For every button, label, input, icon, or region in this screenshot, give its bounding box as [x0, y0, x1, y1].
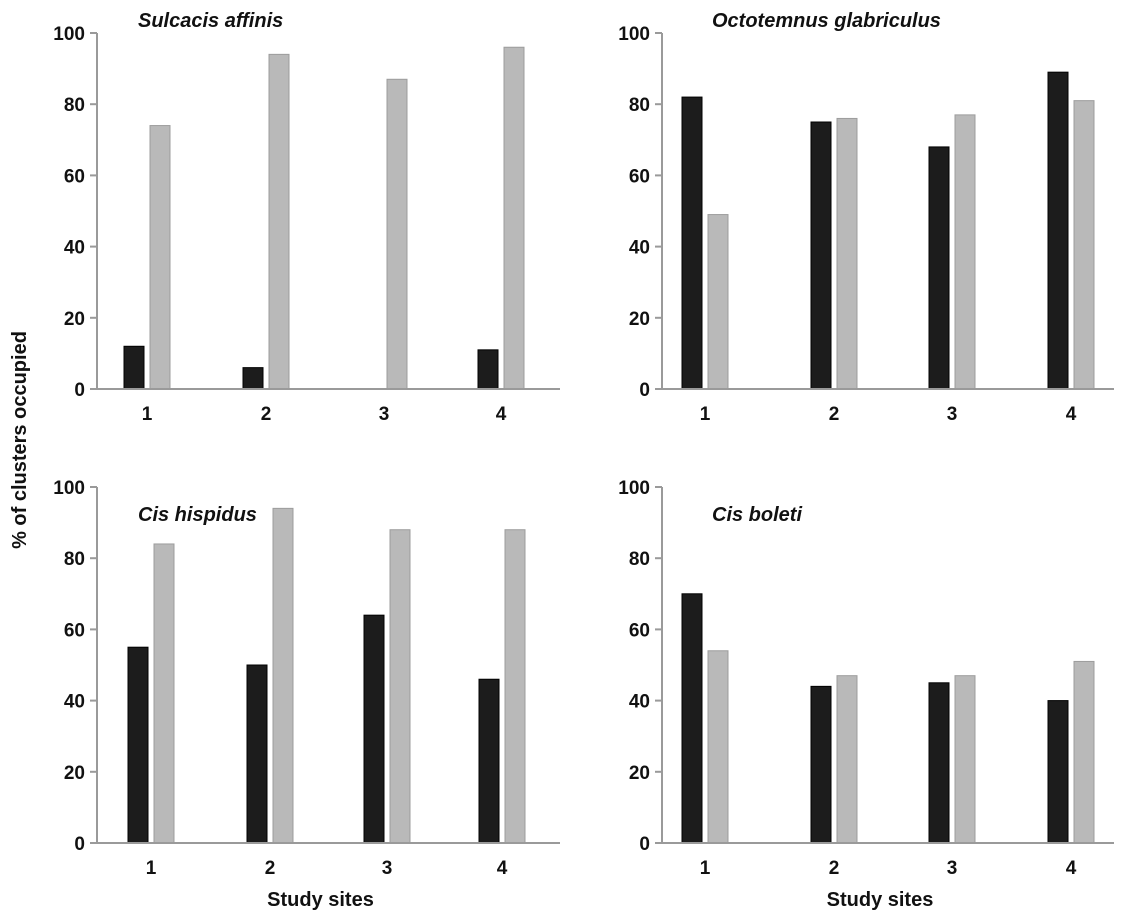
y-tick-label: 60 — [64, 166, 85, 187]
bar — [389, 529, 411, 844]
bar — [363, 614, 385, 844]
y-tick-label: 20 — [64, 763, 85, 784]
y-tick-label: 0 — [74, 834, 85, 855]
y-tick-label: 100 — [53, 478, 85, 499]
y-tick-label: 20 — [629, 763, 650, 784]
bar — [1073, 100, 1095, 390]
shared-y-axis-label: % of clusters occupied — [9, 331, 31, 549]
x-tick-label: 3 — [947, 858, 958, 879]
y-tick-label: 100 — [618, 24, 650, 45]
bar — [928, 146, 950, 390]
x-axis-label: Study sites — [267, 889, 374, 911]
x-tick-label: 3 — [379, 404, 390, 425]
x-tick-label: 1 — [142, 404, 153, 425]
panel-title: Sulcacis affinis — [138, 10, 283, 32]
bar — [477, 349, 499, 390]
panel-title: Cis hispidus — [138, 504, 257, 526]
bar — [149, 125, 171, 390]
y-tick-label: 40 — [64, 238, 85, 259]
x-tick-label: 3 — [947, 404, 958, 425]
bar — [681, 593, 703, 844]
x-axis-label: Study sites — [827, 889, 934, 911]
y-tick-label: 20 — [64, 309, 85, 330]
bar — [268, 53, 290, 390]
bar — [503, 46, 525, 390]
bar — [127, 646, 149, 844]
y-tick-label: 100 — [53, 24, 85, 45]
x-tick-label: 3 — [382, 858, 393, 879]
panel-3: 0 20 40 60 80 100 1 2 3 4 Cis hispidus Study sites — [53, 478, 560, 911]
x-tick-label: 4 — [1066, 404, 1077, 425]
x-tick-label: 1 — [146, 858, 157, 879]
y-tick-label: 40 — [629, 238, 650, 259]
bar — [836, 117, 858, 390]
x-tick-label: 2 — [265, 858, 276, 879]
y-tick-label: 60 — [64, 620, 85, 641]
y-tick-label: 80 — [64, 95, 85, 116]
panel-title: Cis boleti — [712, 504, 802, 526]
x-tick-label: 2 — [829, 858, 840, 879]
y-tick-label: 0 — [74, 380, 85, 401]
x-tick-label: 2 — [829, 404, 840, 425]
y-tick-label: 80 — [629, 549, 650, 570]
y-tick-label: 80 — [64, 549, 85, 570]
y-tick-label: 60 — [629, 620, 650, 641]
panel-4: 0 20 40 60 80 100 1 2 3 4 Cis boleti Study sites — [618, 478, 1114, 911]
bar — [478, 678, 500, 844]
bar — [810, 121, 832, 390]
y-tick-label: 20 — [629, 309, 650, 330]
y-tick-label: 100 — [618, 478, 650, 499]
x-tick-label: 4 — [1066, 858, 1077, 879]
bar — [810, 685, 832, 844]
bar — [386, 78, 408, 390]
bar — [246, 664, 268, 844]
bar — [504, 529, 526, 844]
bar — [1047, 700, 1069, 844]
bar — [272, 507, 294, 844]
bar — [1073, 660, 1095, 844]
bar — [836, 675, 858, 844]
bar — [153, 543, 175, 844]
x-tick-label: 4 — [496, 404, 507, 425]
bar — [123, 345, 145, 390]
y-tick-label: 60 — [629, 166, 650, 187]
y-tick-label: 0 — [639, 380, 650, 401]
x-tick-label: 2 — [261, 404, 272, 425]
y-tick-label: 0 — [639, 834, 650, 855]
bar — [242, 367, 264, 390]
y-tick-label: 40 — [64, 692, 85, 713]
x-tick-label: 1 — [700, 404, 711, 425]
panel-title: Octotemnus glabriculus — [712, 10, 941, 32]
y-tick-label: 40 — [629, 692, 650, 713]
bar — [707, 214, 729, 390]
panel-1: 0 20 40 60 80 100 1 2 3 4 Sulcacis affinis — [53, 10, 560, 425]
bar — [954, 114, 976, 390]
x-tick-label: 4 — [497, 858, 508, 879]
panel-2: 0 20 40 60 80 100 1 2 3 4 Octotemnus glabriculus — [618, 10, 1114, 425]
x-tick-label: 1 — [700, 858, 711, 879]
bar — [681, 96, 703, 390]
y-tick-label: 80 — [629, 95, 650, 116]
bar — [707, 650, 729, 844]
bar — [954, 675, 976, 844]
bar — [1047, 71, 1069, 390]
bar — [928, 682, 950, 844]
